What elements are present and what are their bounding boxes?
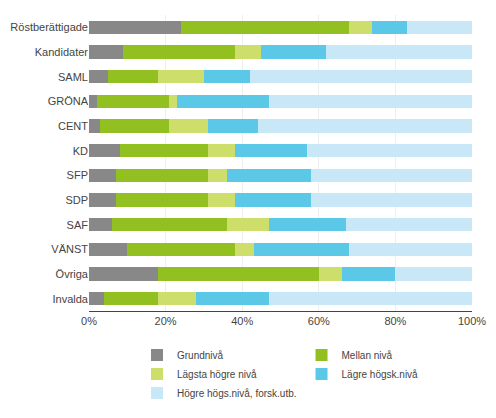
svg-text:40%: 40% xyxy=(231,315,253,327)
svg-text:Röstberättigade: Röstberättigade xyxy=(10,21,88,33)
svg-text:Högre högs.nivå, forsk.utb.: Högre högs.nivå, forsk.utb. xyxy=(177,388,297,399)
svg-text:Kandidater: Kandidater xyxy=(35,46,89,58)
svg-text:Mellan nivå: Mellan nivå xyxy=(342,350,393,361)
svg-text:VÄNST: VÄNST xyxy=(51,243,88,255)
svg-text:Lägsta högre nivå: Lägsta högre nivå xyxy=(177,369,257,380)
svg-text:SAF: SAF xyxy=(67,219,89,231)
svg-text:100%: 100% xyxy=(458,315,486,327)
svg-text:SFP: SFP xyxy=(67,169,88,181)
svg-text:SAML: SAML xyxy=(58,71,88,83)
svg-text:Övriga: Övriga xyxy=(56,268,89,280)
svg-text:KD: KD xyxy=(73,145,88,157)
svg-text:80%: 80% xyxy=(384,315,406,327)
svg-text:60%: 60% xyxy=(308,315,330,327)
svg-text:SDP: SDP xyxy=(65,194,88,206)
svg-text:20%: 20% xyxy=(155,315,177,327)
svg-text:Grundnivå: Grundnivå xyxy=(177,350,224,361)
svg-text:GRÖNA: GRÖNA xyxy=(48,95,89,107)
svg-text:0%: 0% xyxy=(81,315,97,327)
svg-text:Lägre högsk.nivå: Lägre högsk.nivå xyxy=(342,369,419,380)
svg-text:CENT: CENT xyxy=(58,120,88,132)
svg-text:Invalda: Invalda xyxy=(53,293,89,305)
